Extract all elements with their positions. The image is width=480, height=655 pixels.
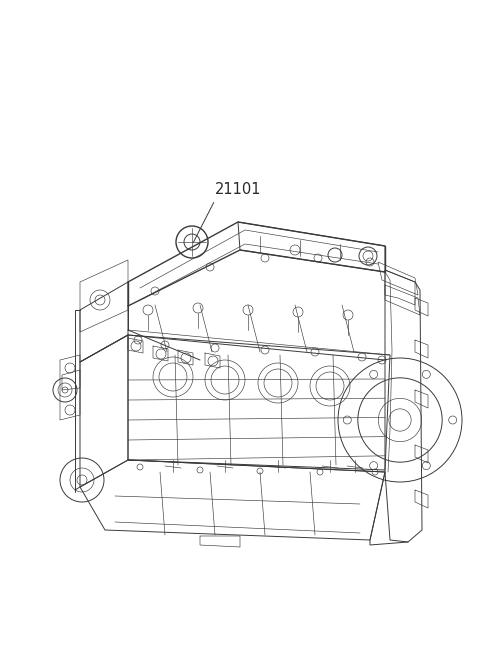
Text: 21101: 21101 bbox=[215, 183, 262, 198]
